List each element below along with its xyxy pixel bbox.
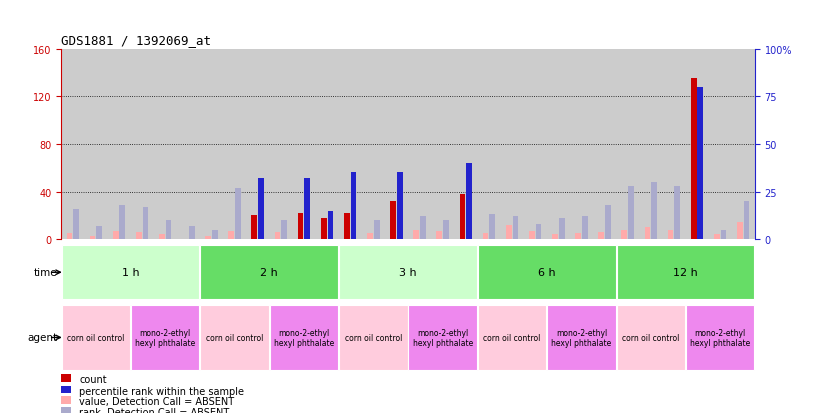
Bar	[628, 186, 634, 240]
Bar	[251, 216, 257, 240]
Bar	[397, 173, 402, 240]
Bar	[420, 217, 426, 240]
Text: mono-2-ethyl
hexyl phthalate: mono-2-ethyl hexyl phthalate	[690, 328, 750, 347]
Text: 1 h: 1 h	[122, 268, 140, 278]
Bar	[212, 230, 218, 240]
Bar	[698, 88, 703, 240]
Bar	[206, 236, 211, 240]
Bar	[548, 306, 615, 370]
Text: value, Detection Call = ABSENT: value, Detection Call = ABSENT	[79, 396, 234, 406]
Text: 12 h: 12 h	[673, 268, 698, 278]
Bar	[721, 230, 726, 240]
Bar	[390, 202, 396, 240]
Bar	[90, 236, 95, 240]
Bar	[62, 306, 130, 370]
Bar	[339, 245, 477, 300]
Bar	[166, 221, 171, 240]
Bar	[282, 221, 287, 240]
Text: mono-2-ethyl
hexyl phthalate: mono-2-ethyl hexyl phthalate	[135, 328, 195, 347]
Text: percentile rank within the sample: percentile rank within the sample	[79, 386, 244, 396]
Bar	[304, 179, 310, 240]
Bar	[201, 306, 268, 370]
Bar	[339, 306, 407, 370]
Bar	[275, 233, 281, 240]
Bar	[651, 183, 657, 240]
Bar	[159, 235, 165, 240]
Bar	[605, 205, 610, 240]
Bar	[327, 211, 333, 240]
Text: corn oil control: corn oil control	[67, 333, 125, 342]
Bar	[582, 217, 588, 240]
Text: rank, Detection Call = ABSENT: rank, Detection Call = ABSENT	[79, 407, 229, 413]
Bar	[321, 218, 326, 240]
Bar	[529, 231, 534, 240]
Text: GDS1881 / 1392069_at: GDS1881 / 1392069_at	[61, 34, 211, 47]
Bar	[201, 245, 338, 300]
Bar	[374, 221, 379, 240]
Bar	[483, 234, 489, 240]
Text: count: count	[79, 375, 107, 385]
Bar	[691, 79, 697, 240]
Bar	[228, 231, 234, 240]
Bar	[575, 234, 581, 240]
Text: 3 h: 3 h	[399, 268, 417, 278]
Text: mono-2-ethyl
hexyl phthalate: mono-2-ethyl hexyl phthalate	[552, 328, 611, 347]
Bar	[490, 215, 495, 240]
Bar	[506, 225, 512, 240]
Bar	[714, 235, 720, 240]
Text: mono-2-ethyl
hexyl phthalate: mono-2-ethyl hexyl phthalate	[413, 328, 472, 347]
Bar	[622, 230, 628, 240]
Bar	[344, 214, 350, 240]
Bar	[351, 173, 357, 240]
Bar	[535, 224, 541, 240]
Bar	[270, 306, 338, 370]
Bar	[414, 230, 419, 240]
Bar	[437, 231, 442, 240]
Bar	[478, 245, 615, 300]
Text: corn oil control: corn oil control	[622, 333, 680, 342]
Text: agent: agent	[27, 332, 57, 343]
Bar	[686, 306, 754, 370]
Bar	[512, 217, 518, 240]
Bar	[667, 230, 673, 240]
Bar	[552, 235, 558, 240]
Bar	[737, 223, 743, 240]
Bar	[617, 245, 754, 300]
Bar	[136, 233, 142, 240]
Bar	[298, 214, 304, 240]
Bar	[743, 202, 749, 240]
Bar	[466, 164, 472, 240]
Bar	[235, 188, 241, 240]
Bar	[478, 306, 546, 370]
Bar	[73, 209, 79, 240]
Bar	[367, 234, 373, 240]
Bar	[459, 195, 465, 240]
Bar	[598, 233, 604, 240]
Bar	[113, 231, 118, 240]
Bar	[443, 221, 449, 240]
Bar	[131, 306, 199, 370]
Bar	[67, 234, 73, 240]
Text: corn oil control: corn oil control	[344, 333, 402, 342]
Text: time: time	[33, 268, 57, 278]
Text: 2 h: 2 h	[260, 268, 278, 278]
Bar	[559, 218, 565, 240]
Bar	[62, 245, 199, 300]
Bar	[119, 205, 125, 240]
Text: corn oil control: corn oil control	[483, 333, 541, 342]
Bar	[188, 226, 194, 240]
Text: corn oil control: corn oil control	[206, 333, 264, 342]
Bar	[409, 306, 477, 370]
Text: 6 h: 6 h	[538, 268, 556, 278]
Bar	[645, 228, 650, 240]
Bar	[96, 226, 102, 240]
Text: mono-2-ethyl
hexyl phthalate: mono-2-ethyl hexyl phthalate	[274, 328, 334, 347]
Bar	[258, 179, 264, 240]
Bar	[674, 186, 680, 240]
Bar	[617, 306, 685, 370]
Bar	[143, 207, 149, 240]
